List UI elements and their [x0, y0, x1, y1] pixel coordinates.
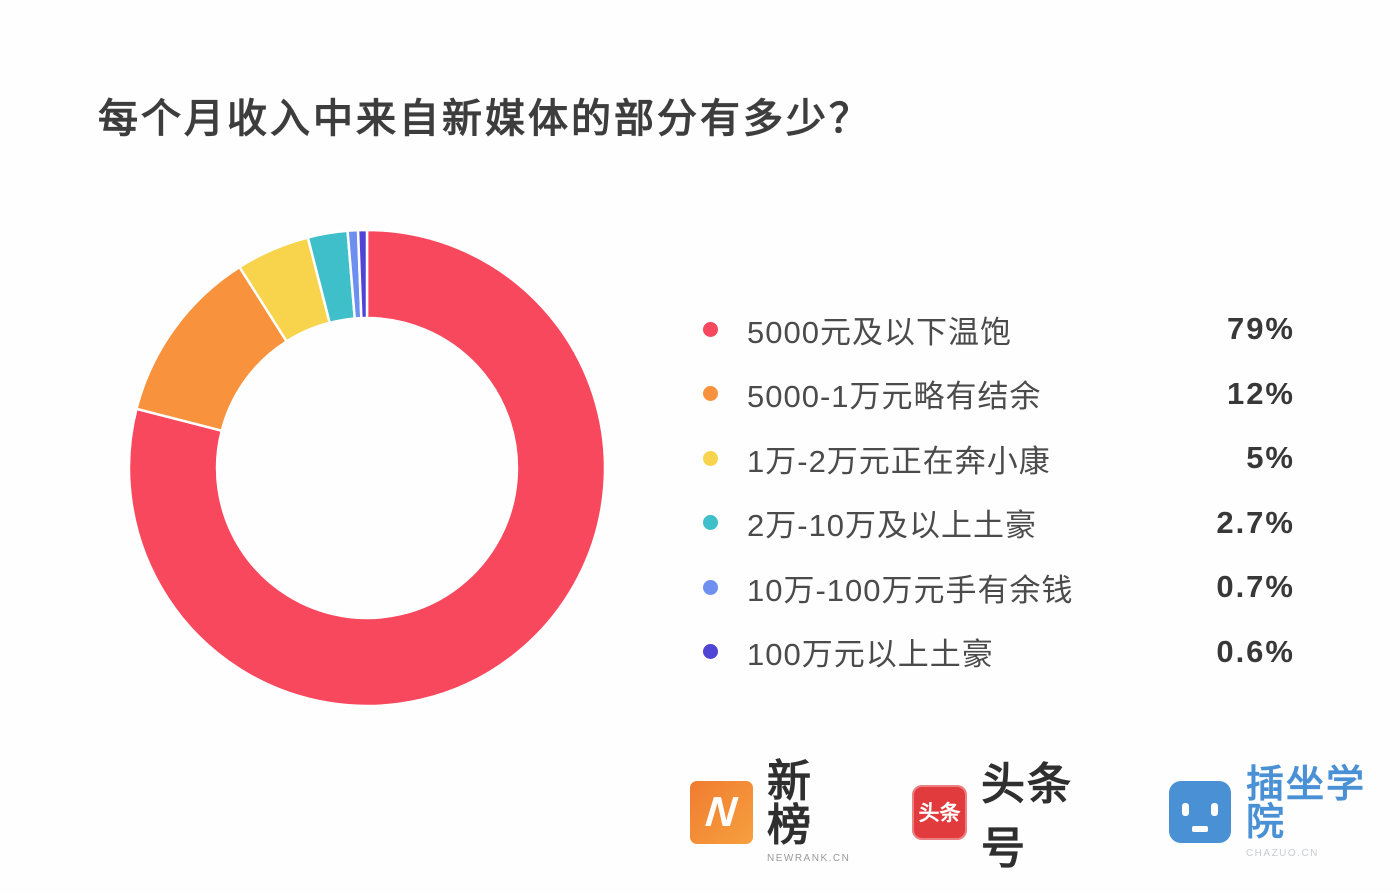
legend-dot [703, 515, 718, 531]
chazuo-wordmark: 插坐学院 [1245, 763, 1366, 844]
donut-slice [127, 228, 607, 708]
legend-value: 5% [1246, 440, 1295, 476]
toutiao-wordmark: 头条号 [981, 760, 1074, 873]
page-title: 每个月收入中来自新媒体的部分有多少？ [98, 97, 872, 141]
newrank-wordmark: 新榜 [767, 757, 813, 850]
chart-legend: 5000元及以下温饱 79% 5000-1万元略有结余 12% 1万-2万元正在… [703, 297, 1295, 684]
legend-dot [703, 579, 718, 595]
chazuo-logo: 插坐学院 CHAZUO.CN [1168, 763, 1399, 859]
legend-item: 5000元及以下温饱 79% [703, 297, 1295, 362]
toutiao-logo: 头条 头条号 [912, 748, 1113, 876]
legend-dot [703, 386, 718, 402]
legend-value: 0.7% [1216, 569, 1295, 605]
legend-item: 10万-100万元手有余钱 0.7% [703, 555, 1295, 620]
donut-chart-svg [127, 228, 607, 708]
chazuo-icon-right-eye [1210, 803, 1218, 816]
legend-item: 1万-2万元正在奔小康 5% [703, 426, 1295, 491]
legend-label: 10万-100万元手有余钱 [747, 572, 1074, 608]
legend-label: 2万-10万及以上土豪 [747, 508, 1038, 544]
chazuo-icon-mouth [1191, 826, 1208, 832]
toutiao-icon-text: 头条 [918, 802, 961, 825]
newrank-url-text: NEWRANK.CN [767, 853, 851, 864]
chazuo-icon-left-eye [1181, 803, 1189, 816]
legend-label: 1万-2万元正在奔小康 [747, 443, 1051, 479]
donut-chart [125, 226, 609, 710]
newrank-lightning-icon: N [690, 780, 753, 844]
legend-label: 5000-1万元略有结余 [747, 379, 1042, 415]
chazuo-face-icon [1168, 781, 1231, 843]
legend-item: 5000-1万元略有结余 12% [703, 362, 1295, 427]
newrank-logo: N 新榜 NEWRANK.CN [690, 760, 854, 864]
chazuo-url-text: CHAZUO.CN [1245, 847, 1319, 859]
legend-dot [703, 644, 718, 660]
legend-value: 2.7% [1216, 504, 1295, 540]
toutiao-app-icon: 头条 [912, 784, 968, 840]
legend-label: 100万元以上土豪 [747, 637, 994, 673]
brand-footer: N 新榜 NEWRANK.CN 头条 头条号 插坐学院 CHAZUO.CN [690, 760, 1399, 873]
legend-item: 2万-10万及以上土豪 2.7% [703, 491, 1295, 556]
legend-item: 100万元以上土豪 0.6% [703, 620, 1295, 685]
legend-value: 0.6% [1216, 633, 1295, 669]
newrank-icon-letter: N [703, 788, 740, 835]
legend-dot [703, 321, 718, 337]
legend-label: 5000元及以下温饱 [747, 314, 1012, 350]
legend-dot [703, 450, 718, 466]
legend-value: 79% [1226, 311, 1295, 347]
donut-slice [356, 228, 369, 320]
legend-value: 12% [1226, 375, 1295, 411]
